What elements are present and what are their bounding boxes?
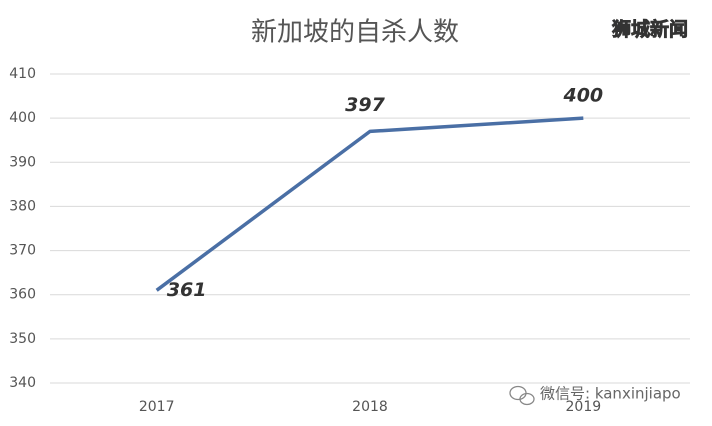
- y-tick-label: 390: [9, 154, 36, 170]
- y-tick-label: 360: [9, 287, 36, 303]
- data-label: 400: [562, 85, 603, 107]
- data-label: 397: [345, 94, 385, 116]
- y-tick-label: 370: [9, 243, 36, 259]
- chart-title: 新加坡的自杀人数: [251, 18, 459, 48]
- x-tick-label: 2017: [139, 399, 175, 415]
- y-tick-label: 410: [9, 66, 36, 82]
- data-label: 361: [167, 279, 207, 301]
- line: [155, 116, 584, 292]
- y-tick-label: 400: [9, 110, 36, 126]
- watermark: 狮城新闻: [612, 18, 688, 41]
- wechat-id: 微信号: kanxinjiapo: [540, 385, 681, 403]
- y-tick-label: 350: [9, 331, 36, 347]
- x-tick-label: 2018: [352, 399, 388, 415]
- wechat-icon: [509, 385, 535, 406]
- x-tick-label: 2019: [566, 399, 602, 415]
- y-tick-label: 340: [9, 375, 36, 391]
- y-tick-label: 380: [9, 198, 36, 214]
